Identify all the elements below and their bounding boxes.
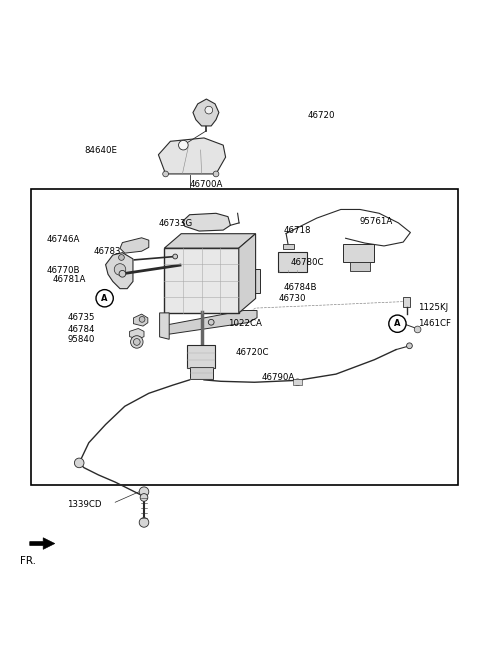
- Bar: [403, 297, 410, 307]
- Text: 46720: 46720: [307, 111, 335, 120]
- Bar: [164, 248, 239, 313]
- Circle shape: [114, 263, 126, 275]
- Text: 46780C: 46780C: [290, 258, 324, 267]
- Polygon shape: [193, 99, 219, 126]
- Bar: [190, 367, 213, 379]
- Circle shape: [140, 493, 148, 501]
- Circle shape: [389, 315, 406, 332]
- Circle shape: [74, 458, 84, 468]
- Text: 95840: 95840: [67, 334, 95, 344]
- Text: 1125KJ: 1125KJ: [418, 304, 448, 312]
- Text: 1022CA: 1022CA: [228, 319, 262, 328]
- Polygon shape: [164, 234, 255, 248]
- Bar: [278, 252, 307, 273]
- Bar: [283, 244, 294, 249]
- Circle shape: [139, 518, 149, 527]
- Text: 46770B: 46770B: [47, 266, 81, 275]
- Text: 46746A: 46746A: [47, 235, 81, 244]
- Polygon shape: [158, 138, 226, 174]
- Circle shape: [119, 271, 126, 277]
- Text: 1461CF: 1461CF: [418, 319, 451, 328]
- Circle shape: [133, 338, 140, 346]
- Circle shape: [213, 171, 219, 177]
- Polygon shape: [30, 538, 55, 549]
- Circle shape: [414, 326, 421, 333]
- Polygon shape: [130, 328, 144, 339]
- Circle shape: [131, 336, 143, 348]
- Text: 46735: 46735: [67, 313, 95, 322]
- Polygon shape: [239, 234, 255, 313]
- Bar: [350, 262, 370, 271]
- Polygon shape: [133, 314, 148, 326]
- Bar: [293, 379, 302, 385]
- Text: FR.: FR.: [20, 556, 36, 566]
- Text: 46781A: 46781A: [53, 275, 86, 284]
- Text: 95761A: 95761A: [360, 217, 393, 226]
- Polygon shape: [167, 311, 257, 334]
- Text: 46720C: 46720C: [235, 348, 269, 357]
- Polygon shape: [182, 214, 230, 231]
- Text: 46718: 46718: [283, 225, 311, 235]
- Bar: [31, 189, 458, 484]
- Circle shape: [294, 379, 301, 386]
- Text: 46790A: 46790A: [262, 373, 295, 382]
- Bar: [187, 345, 215, 368]
- Circle shape: [139, 317, 145, 323]
- Text: A: A: [394, 319, 401, 328]
- Circle shape: [96, 290, 113, 307]
- Text: 46783: 46783: [94, 247, 121, 256]
- Polygon shape: [120, 238, 149, 253]
- Circle shape: [163, 171, 168, 177]
- Circle shape: [407, 343, 412, 349]
- Polygon shape: [236, 269, 260, 292]
- Text: 46730: 46730: [278, 294, 306, 303]
- Circle shape: [173, 254, 178, 259]
- Circle shape: [139, 487, 149, 497]
- Text: 46700A: 46700A: [190, 180, 223, 189]
- Polygon shape: [106, 253, 133, 288]
- Text: 84640E: 84640E: [84, 147, 117, 156]
- Circle shape: [179, 141, 188, 150]
- Text: 1339CD: 1339CD: [67, 500, 102, 509]
- Text: 46733G: 46733G: [158, 219, 192, 229]
- Circle shape: [205, 106, 213, 114]
- Bar: [343, 244, 374, 262]
- Circle shape: [119, 254, 124, 260]
- Text: A: A: [101, 294, 108, 303]
- Polygon shape: [159, 313, 169, 339]
- Circle shape: [208, 319, 214, 325]
- Text: 46784B: 46784B: [283, 283, 317, 292]
- Text: 46784: 46784: [67, 325, 95, 334]
